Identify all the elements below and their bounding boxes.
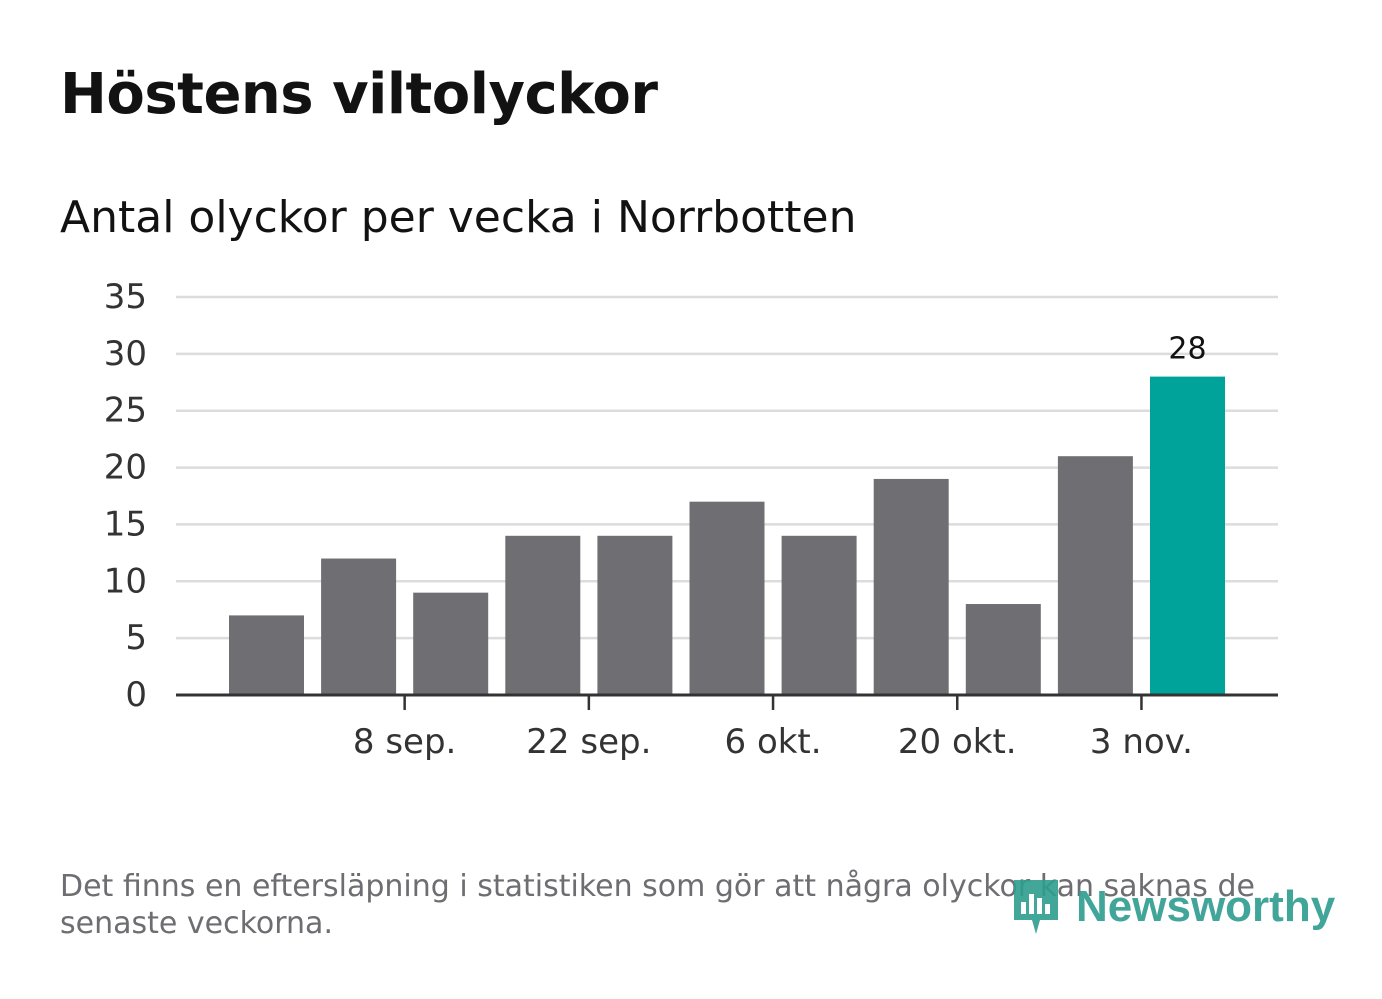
y-tick-label: 0: [125, 675, 147, 715]
x-tick-label: 3 nov.: [1090, 722, 1193, 762]
chart-title: Höstens viltolyckor: [60, 62, 658, 127]
y-tick-label: 10: [104, 561, 147, 601]
chart-subtitle: Antal olyckor per vecka i Norrbotten: [60, 192, 857, 243]
bar: [321, 558, 397, 695]
bar: [1057, 456, 1133, 695]
bar: [965, 604, 1041, 695]
newsworthy-logo: Newsworthy: [1010, 876, 1335, 938]
y-tick-label: 15: [104, 504, 147, 544]
y-tick-label: 20: [104, 448, 147, 488]
y-tick-label: 30: [104, 334, 147, 374]
y-tick-label: 25: [104, 391, 147, 431]
bar: [413, 592, 489, 695]
x-tick-label: 8 sep.: [353, 722, 456, 762]
bar: [781, 535, 857, 695]
bar: [689, 501, 765, 695]
x-tick-label: 22 sep.: [526, 722, 651, 762]
data-label: 28: [1168, 332, 1206, 367]
newsworthy-logo-text: Newsworthy: [1076, 882, 1336, 931]
bar: [229, 615, 304, 695]
newsworthy-logo-icon: [1014, 880, 1058, 934]
bar: [597, 535, 673, 695]
highlight-bar: [1150, 376, 1225, 695]
x-tick-label: 6 okt.: [725, 722, 822, 762]
bar: [873, 478, 949, 695]
bar: [505, 535, 581, 695]
x-tick-label: 20 okt.: [898, 722, 1017, 762]
y-tick-label: 5: [125, 618, 147, 658]
y-tick-label: 35: [104, 277, 147, 317]
